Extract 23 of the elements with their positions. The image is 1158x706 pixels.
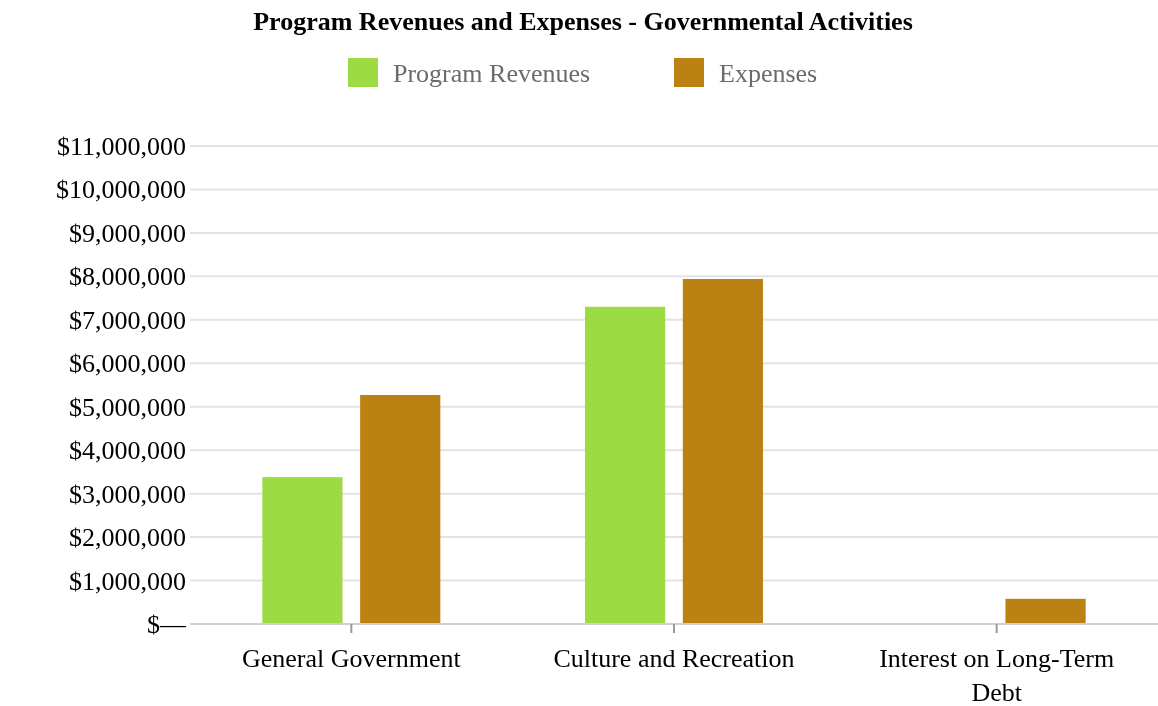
y-tick-label: $11,000,000 [56, 132, 186, 161]
y-tick-label: $8,000,000 [69, 262, 186, 292]
y-tick-label: $— [147, 610, 187, 639]
y-tick-label: $5,000,000 [69, 392, 186, 422]
chart-title: Program Revenues and Expenses - Governmental Activities [253, 7, 913, 36]
bar [585, 306, 666, 624]
y-tick-label: $1,000,000 [69, 566, 186, 596]
bar [360, 395, 441, 624]
y-tick-label: $9,000,000 [69, 218, 186, 248]
bar [1005, 598, 1086, 624]
y-tick-label: $2,000,000 [69, 523, 186, 553]
bar [262, 477, 343, 624]
x-tick-label: Interest on Long-Term Debt [879, 644, 1115, 706]
bar [682, 278, 763, 624]
y-tick-label: $4,000,000 [69, 436, 186, 466]
x-tick-label: Culture and Recreation [553, 644, 795, 673]
y-tick-label: $10,000,000 [56, 175, 186, 205]
y-tick-label: $3,000,000 [69, 479, 186, 509]
legend-label: Program Revenues [393, 59, 591, 88]
y-tick-label: $6,000,000 [69, 349, 186, 379]
legend-label: Expenses [719, 59, 818, 88]
x-tick-label: General Government [241, 644, 462, 673]
y-tick-label: $7,000,000 [69, 305, 186, 335]
